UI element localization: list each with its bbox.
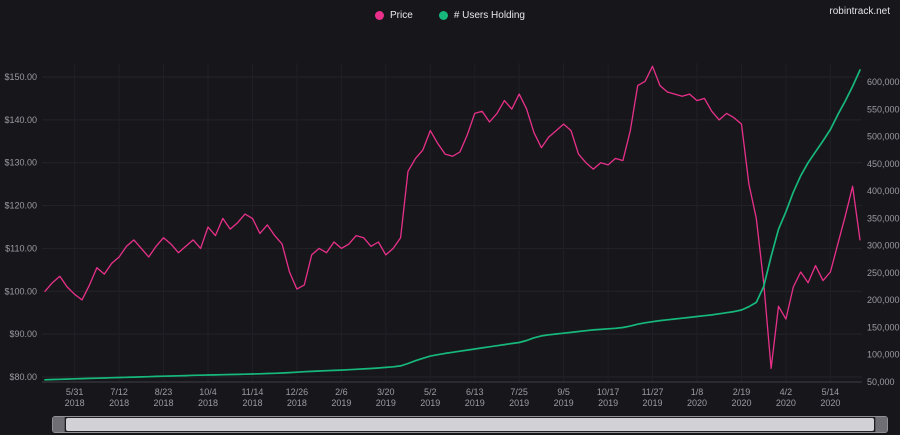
x-axis-tick-year: 2019 — [554, 398, 574, 408]
right-axis-tick-label: 250,000 — [867, 268, 900, 278]
x-axis-tick-year: 2019 — [331, 398, 351, 408]
right-axis-tick-label: 200,000 — [867, 295, 900, 305]
x-axis-tick-year: 2019 — [643, 398, 663, 408]
x-axis-tick-year: 2018 — [109, 398, 129, 408]
x-axis-tick-date: 5/31 — [66, 387, 84, 397]
left-axis-tick-label: $80.00 — [9, 372, 37, 382]
right-axis-tick-label: 300,000 — [867, 241, 900, 251]
x-axis-tick-year: 2019 — [598, 398, 618, 408]
left-axis-tick-label: $110.00 — [5, 243, 37, 253]
x-axis-labels: 5/3120187/1220188/23201810/4201811/14201… — [65, 387, 841, 408]
grid-lines — [42, 63, 862, 382]
x-axis-tick-year: 2019 — [509, 398, 529, 408]
x-axis-tick-date: 5/14 — [822, 387, 840, 397]
x-axis-tick-year: 2020 — [776, 398, 796, 408]
right-axis-tick-label: 350,000 — [867, 213, 900, 223]
price-legend-dot-icon — [375, 10, 385, 20]
x-axis-tick-year: 2019 — [420, 398, 440, 408]
x-axis-tick-date: 10/4 — [199, 387, 217, 397]
left-axis-tick-label: $120.00 — [4, 201, 37, 211]
x-axis-tick-date: 7/12 — [110, 387, 128, 397]
left-axis-labels: $150.00 $140.00 $130.00 $120.00 $110.00 $100.… — [4, 72, 37, 382]
x-axis-tick-date: 9/5 — [557, 387, 570, 397]
x-axis-tick-date: 11/14 — [242, 387, 264, 397]
x-axis-tick-year: 2018 — [198, 398, 218, 408]
right-axis-tick-label: 500,000 — [867, 132, 900, 142]
right-axis-labels: 600,000 550,000 500,000 450,000 400,000 350,0… — [867, 77, 900, 387]
x-axis-tick-year: 2018 — [65, 398, 85, 408]
chart-legend: Price # Users Holding — [375, 10, 525, 21]
dual-axis-line-chart: $150.00 $140.00 $130.00 $120.00 $110.00 $100.… — [4, 63, 900, 408]
x-axis-tick-date: 3/20 — [377, 387, 395, 397]
legend-price-label: Price — [390, 9, 413, 21]
scroll-right-button[interactable] — [875, 417, 887, 432]
right-axis-tick-label: 600,000 — [867, 77, 900, 87]
x-axis-tick-year: 2018 — [242, 398, 262, 408]
x-axis-tick-date: 8/23 — [155, 387, 173, 397]
users-holding-line — [44, 69, 861, 381]
x-axis-tick-date: 5/2 — [424, 387, 437, 397]
x-axis-tick-date: 11/27 — [642, 387, 664, 397]
chart-header: Price # Users Holding robintrack.net — [0, 0, 900, 27]
left-axis-tick-label: $100.00 — [4, 286, 37, 296]
scrollbar-thumb[interactable] — [66, 418, 874, 431]
x-axis-tick-year: 2019 — [376, 398, 396, 408]
left-axis-tick-label: $150.00 — [4, 72, 37, 82]
scroll-left-button[interactable] — [53, 417, 65, 432]
right-axis-tick-label: 100,000 — [867, 350, 900, 360]
x-axis-tick-year: 2018 — [287, 398, 307, 408]
right-axis-tick-label: 150,000 — [867, 322, 900, 332]
x-axis-tick-date: 2/6 — [335, 387, 348, 397]
x-axis-tick-year: 2020 — [731, 398, 751, 408]
legend-item-users-holding[interactable]: # Users Holding — [438, 9, 525, 21]
right-axis-tick-label: 400,000 — [867, 186, 900, 196]
watermark-link[interactable]: robintrack.net — [829, 6, 890, 17]
left-axis-tick-label: $90.00 — [9, 329, 37, 339]
users-legend-dot-icon — [438, 10, 448, 20]
left-axis-tick-label: $130.00 — [4, 158, 37, 168]
legend-users-label: # Users Holding — [453, 9, 525, 21]
price-line — [44, 65, 861, 370]
x-axis-tick-year: 2020 — [820, 398, 840, 408]
x-axis-tick-date: 6/13 — [466, 387, 484, 397]
x-axis-tick-date: 7/25 — [510, 387, 528, 397]
x-axis-tick-date: 1/8 — [691, 387, 704, 397]
x-axis-tick-year: 2018 — [154, 398, 174, 408]
x-axis-tick-year: 2019 — [465, 398, 485, 408]
right-axis-tick-label: 50,000 — [867, 377, 895, 387]
x-axis-tick-year: 2020 — [687, 398, 707, 408]
time-range-scrollbar[interactable] — [52, 416, 888, 433]
x-axis-tick-date: 10/17 — [597, 387, 620, 397]
right-axis-tick-label: 550,000 — [867, 104, 900, 114]
legend-item-price[interactable]: Price — [375, 10, 413, 21]
x-axis-tick-date: 4/2 — [780, 387, 793, 397]
left-axis-tick-label: $140.00 — [4, 115, 37, 125]
x-axis-tick-date: 2/19 — [733, 387, 751, 397]
x-axis-tick-date: 12/26 — [286, 387, 309, 397]
right-axis-tick-label: 450,000 — [867, 159, 900, 169]
